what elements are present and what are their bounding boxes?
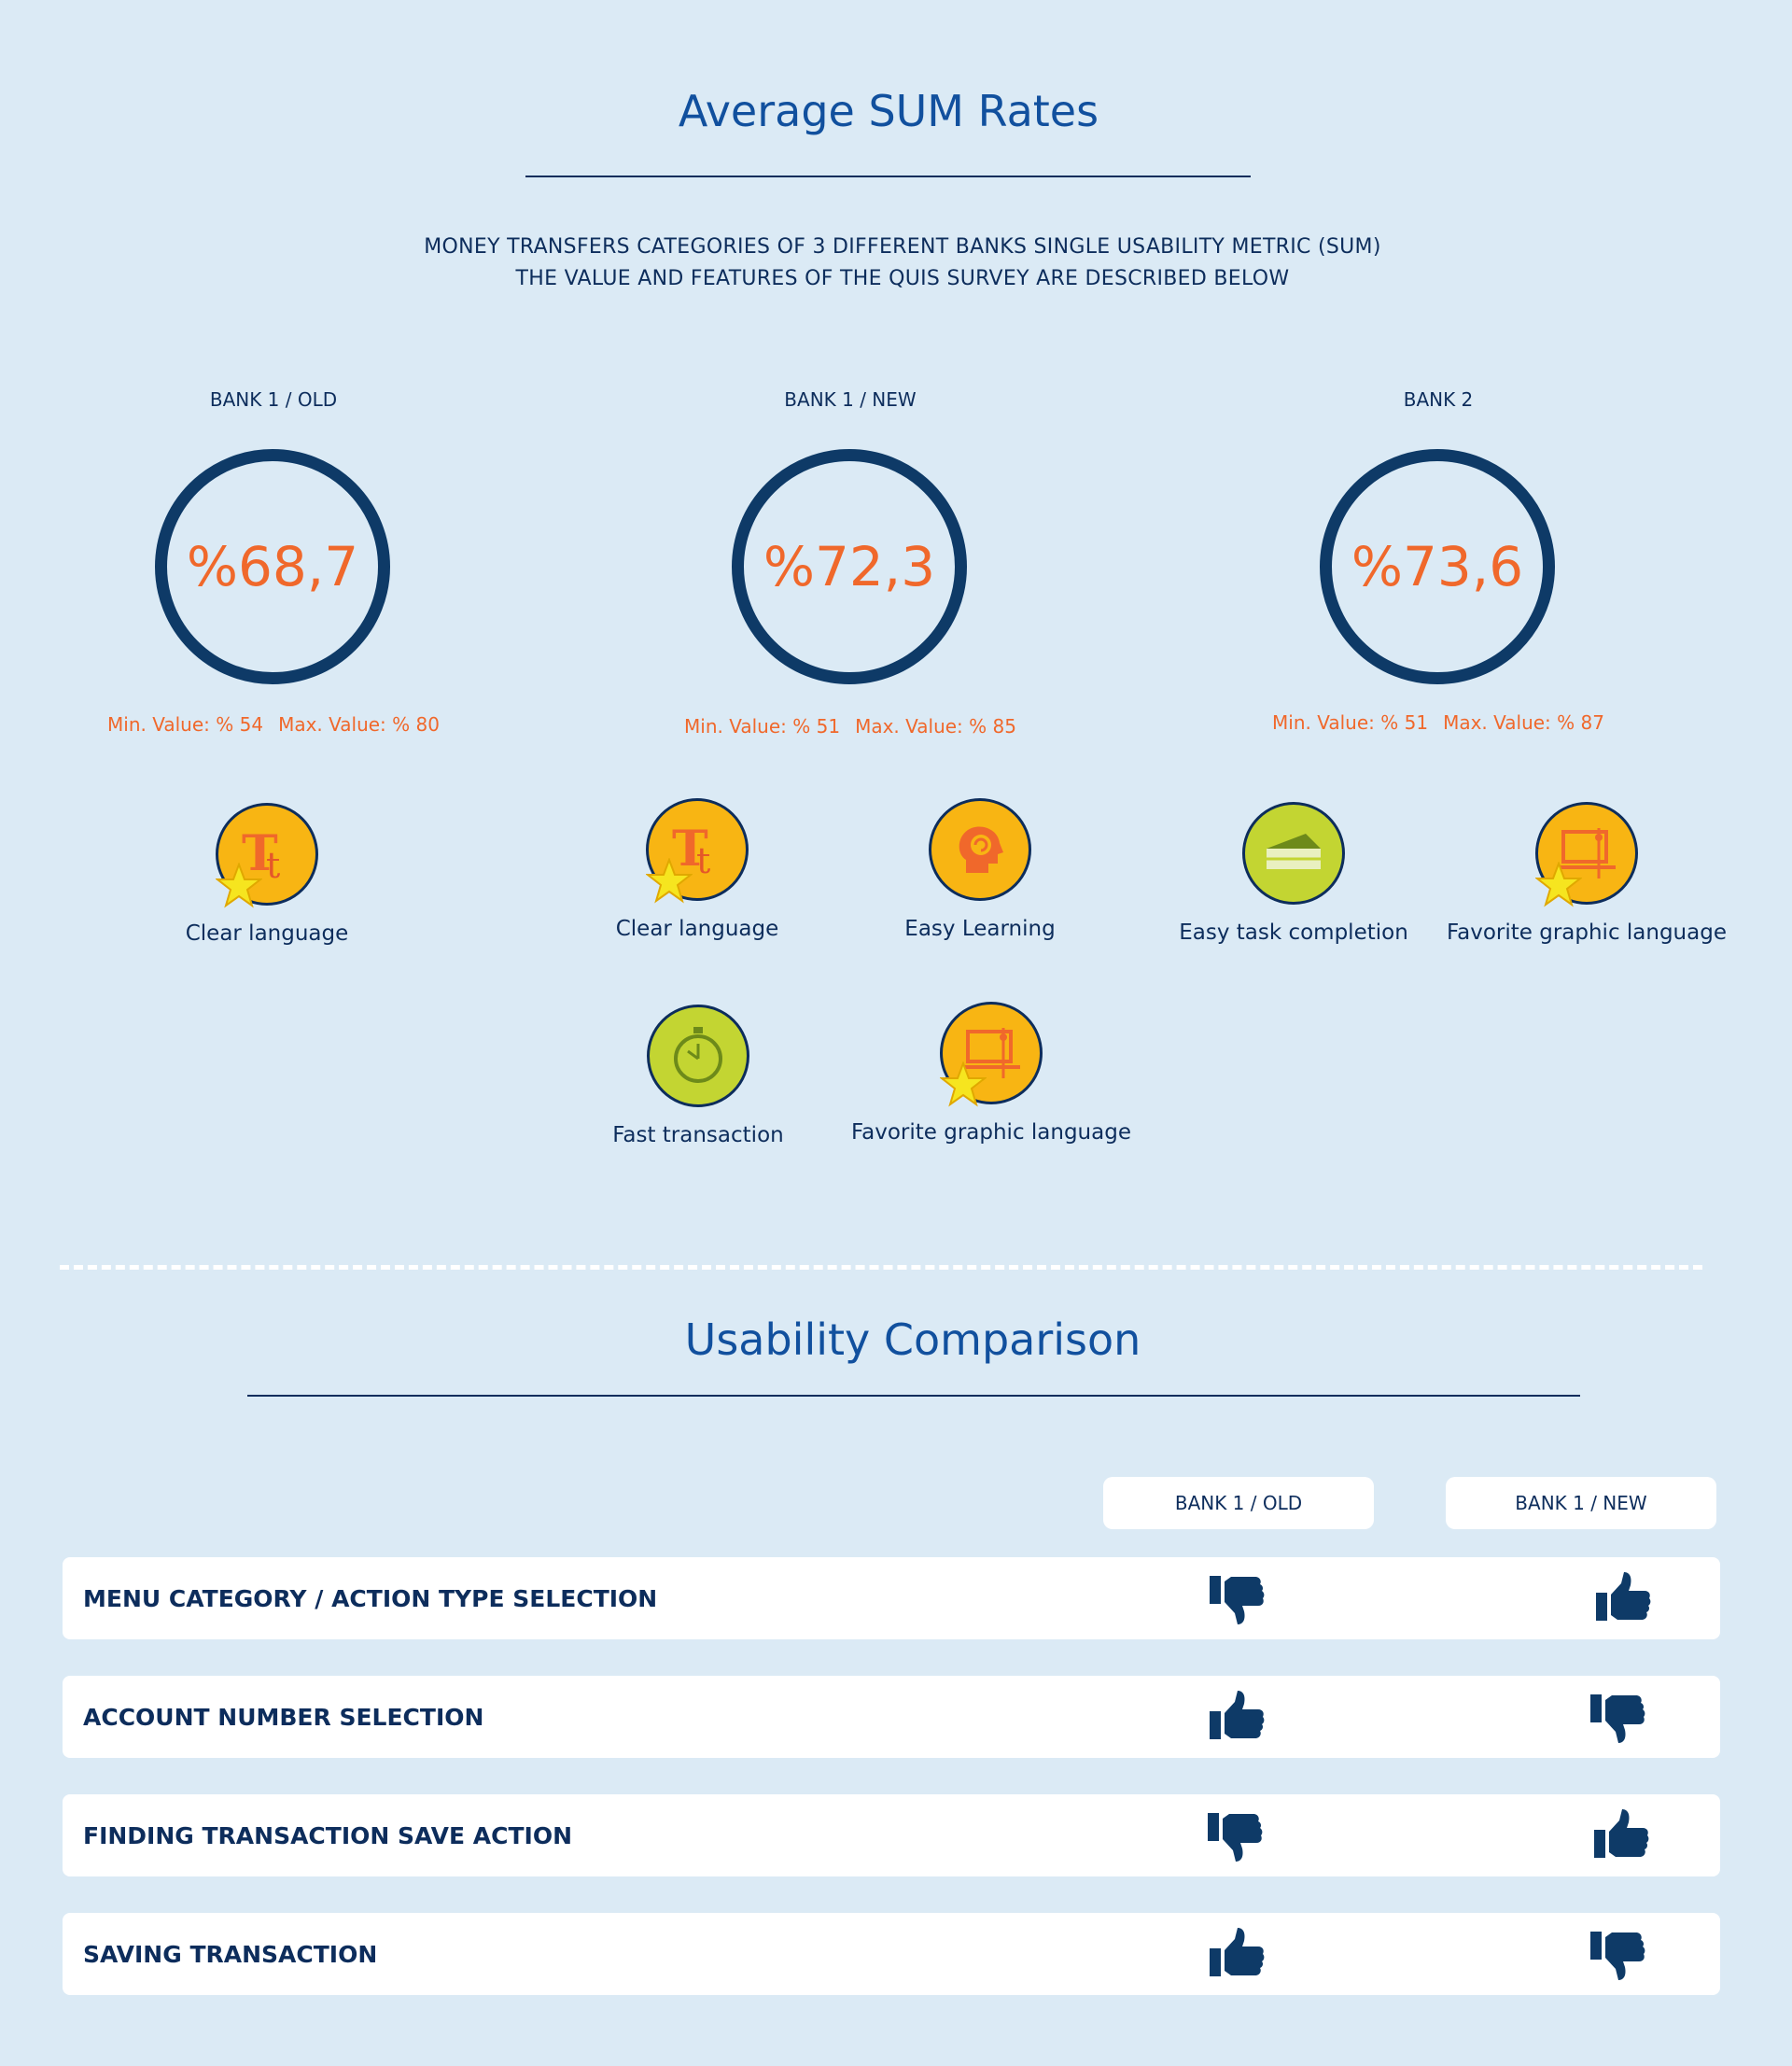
stopwatch-icon (647, 1005, 749, 1107)
comparison-row: ACCOUNT NUMBER SELECTION (63, 1676, 1720, 1758)
brain-icon (929, 798, 1031, 901)
feature-fast-transaction: Fast transaction (558, 1005, 838, 1151)
thumbs-up-icon (1207, 1687, 1267, 1747)
svg-text:t: t (266, 845, 280, 886)
svg-text:T: T (242, 825, 278, 882)
minmax-bank1-old: Min. Value: % 54 Max. Value: % 80 (40, 713, 507, 736)
thumbs-up-icon (1591, 1806, 1651, 1865)
score-value: %73,6 (1351, 535, 1524, 598)
thumbs-down-icon (1205, 1806, 1265, 1865)
minmax-bank2: Min. Value: % 51 Max. Value: % 87 (1205, 711, 1672, 734)
row-label: MENU CATEGORY / ACTION TYPE SELECTION (83, 1584, 658, 1612)
thumbs-up-icon (1207, 1924, 1267, 1984)
score-ring-bank1-new: %72,3 (732, 449, 967, 684)
section-title: Usability Comparison (684, 1314, 1141, 1365)
bank-label-bank2: BANK 2 (1403, 388, 1474, 411)
feature-label: Favorite graphic language (1447, 921, 1727, 945)
feature-easy-learning: Easy Learning (840, 798, 1120, 945)
section-title-underline (247, 1395, 1580, 1397)
row-label: FINDING TRANSACTION SAVE ACTION (83, 1821, 573, 1849)
min-value: Min. Value: % 51 (1272, 711, 1429, 734)
min-value: Min. Value: % 54 (107, 713, 264, 736)
max-value: Max. Value: % 87 (1443, 711, 1604, 734)
score-value: %72,3 (763, 535, 936, 598)
comparison-row: FINDING TRANSACTION SAVE ACTION (63, 1794, 1720, 1876)
star-icon (940, 1061, 987, 1108)
feature-label: Clear language (615, 917, 779, 941)
comparison-row: MENU CATEGORY / ACTION TYPE SELECTION (63, 1557, 1720, 1639)
star-icon (1535, 862, 1582, 908)
section-divider (60, 1265, 1702, 1270)
comparison-row: SAVING TRANSACTION (63, 1913, 1720, 1995)
score-ring-bank2: %73,6 (1320, 449, 1555, 684)
svg-text:T: T (672, 821, 708, 878)
row-label: ACCOUNT NUMBER SELECTION (83, 1703, 484, 1731)
feature-label: Clear language (185, 921, 349, 946)
thumbs-down-icon (1207, 1568, 1267, 1628)
title-underline (525, 176, 1251, 177)
feature-label: Favorite graphic language (851, 1120, 1131, 1145)
star-icon (646, 858, 693, 905)
bank-label-bank1-new: BANK 1 / NEW (784, 388, 917, 411)
svg-text:t: t (696, 840, 710, 881)
max-value: Max. Value: % 80 (278, 713, 440, 736)
star-icon (216, 863, 262, 909)
feature-label: Fast transaction (612, 1123, 784, 1147)
feature-favorite-graphic-language: Favorite graphic language (1447, 802, 1727, 949)
subtitle-line: MONEY TRANSFERS CATEGORIES OF 3 DIFFEREN… (424, 235, 1381, 259)
thumbs-down-icon (1588, 1924, 1647, 1984)
thumbs-up-icon (1593, 1568, 1653, 1628)
feature-label: Easy Learning (904, 917, 1056, 941)
cake-slice-icon (1242, 802, 1345, 905)
feature-label: Easy task completion (1179, 921, 1408, 945)
bank-label-bank1-old: BANK 1 / OLD (209, 388, 338, 411)
score-ring-bank1-old: %68,7 (155, 449, 390, 684)
page-title: Average SUM Rates (678, 86, 1099, 136)
column-header-bank1-old: BANK 1 / OLD (1103, 1477, 1374, 1529)
subtitle-line: THE VALUE AND FEATURES OF THE QUIS SURVE… (515, 267, 1290, 290)
thumbs-down-icon (1588, 1687, 1647, 1747)
minmax-bank1-new: Min. Value: % 51 Max. Value: % 85 (617, 715, 1084, 738)
min-value: Min. Value: % 51 (684, 715, 841, 738)
max-value: Max. Value: % 85 (855, 715, 1016, 738)
subtitle: MONEY TRANSFERS CATEGORIES OF 3 DIFFEREN… (0, 232, 1792, 295)
row-label: SAVING TRANSACTION (83, 1940, 378, 1968)
column-header-bank1-new: BANK 1 / NEW (1446, 1477, 1716, 1529)
feature-favorite-graphic-language: Favorite graphic language (851, 1002, 1131, 1148)
feature-easy-task-completion: Easy task completion (1154, 802, 1434, 949)
score-value: %68,7 (186, 535, 359, 598)
